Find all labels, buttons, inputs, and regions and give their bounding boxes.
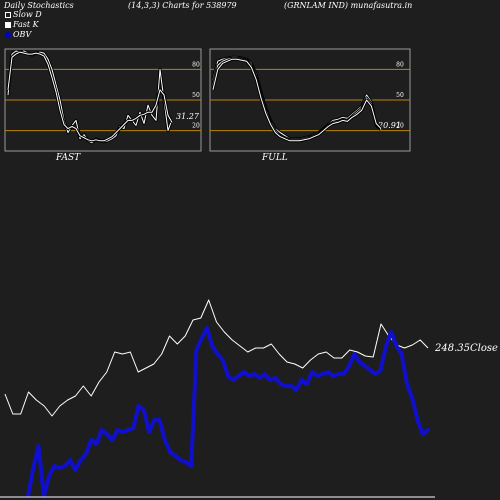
fast-tick-label-20: 20 bbox=[192, 123, 200, 130]
close-price-line bbox=[4, 299, 429, 417]
full-series-1-outline bbox=[211, 56, 383, 142]
obv-line bbox=[26, 326, 430, 498]
legend-swatch-slow-d bbox=[5, 12, 11, 18]
full-tick-label-80: 80 bbox=[396, 61, 404, 68]
full-series-2-line bbox=[212, 58, 382, 142]
header-middle: (14,3,3) Charts for 538979 bbox=[128, 1, 237, 10]
fast-series-0-line bbox=[7, 50, 173, 144]
full-tick-label-50: 50 bbox=[396, 92, 404, 99]
fast-last-value: 31.27 bbox=[176, 112, 199, 121]
fast-series-1-outline bbox=[6, 50, 174, 143]
full-last-value: 20.91 bbox=[378, 121, 401, 130]
legend-swatch-obv bbox=[5, 32, 11, 38]
full-tick-label-20: 20 bbox=[396, 123, 404, 130]
fast-panel-title: FAST bbox=[56, 153, 81, 163]
fast-tick-label-50: 50 bbox=[192, 92, 200, 99]
header-right: (GRNLAM IND) munafasutra.in bbox=[284, 1, 413, 10]
legend-label-slow-d: Slow D bbox=[13, 10, 42, 19]
fast-tick-label-80: 80 bbox=[192, 61, 200, 68]
close-last-value-number: 248.35 bbox=[435, 343, 470, 354]
close-last-value: 248.35Close bbox=[435, 343, 498, 354]
fast-series-0-outline bbox=[6, 49, 174, 145]
legend-swatch-fast-k bbox=[5, 22, 11, 28]
legend-label-obv: OBV bbox=[13, 30, 32, 39]
legend-label-fast-k: Fast K bbox=[13, 20, 39, 29]
header-left: Daily Stochastics bbox=[4, 1, 74, 10]
full-panel-title: FULL bbox=[262, 153, 288, 163]
fast-series-1-line bbox=[7, 51, 173, 142]
full-series-1-line bbox=[212, 57, 382, 141]
close-last-value-suffix: Close bbox=[470, 343, 498, 354]
